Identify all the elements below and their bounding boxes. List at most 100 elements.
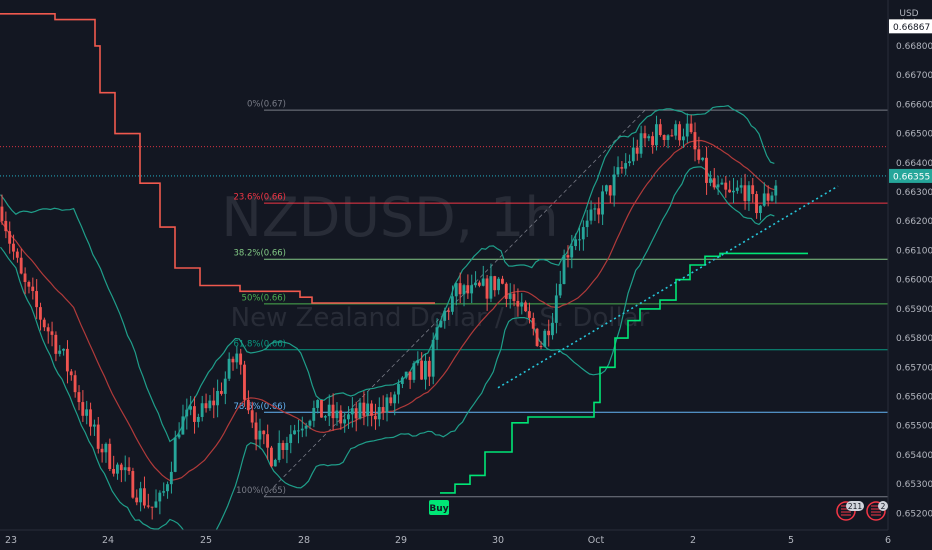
candle-body — [308, 420, 312, 426]
y-tick-label: 0.65700 — [896, 363, 932, 373]
candle-body — [466, 285, 470, 294]
candle-body — [92, 424, 96, 427]
fib-label: 0%(0.67) — [247, 100, 286, 110]
candle-body — [389, 397, 393, 404]
candle-body — [246, 399, 250, 411]
y-tick-label: 0.65200 — [896, 509, 932, 519]
candle-body — [439, 320, 443, 328]
candle-body — [81, 402, 85, 416]
support-trendline — [497, 185, 839, 389]
candle-body — [416, 360, 420, 364]
candle-body — [585, 220, 589, 228]
candle-body — [662, 135, 666, 140]
candle-body — [85, 409, 89, 416]
trailing-stop-bullish — [440, 252, 808, 494]
candle-body — [658, 124, 662, 136]
candle-body — [712, 178, 716, 188]
candle-body — [323, 416, 327, 418]
time-axis-bg — [0, 530, 932, 550]
candle-body — [354, 408, 358, 419]
candle-body — [189, 406, 192, 410]
candle-body — [196, 416, 200, 422]
candle-body — [227, 358, 231, 379]
event-count-label: 211 — [848, 502, 863, 511]
candle-body — [593, 208, 597, 210]
candle-body — [100, 448, 104, 453]
candle-body — [169, 471, 173, 485]
candle-body — [320, 400, 323, 418]
price-axis: USD 0.66800 0.66700 0.66600 0.66500 0.66400 0.… — [887, 0, 932, 550]
candle-body — [450, 296, 454, 312]
candle-body — [420, 360, 423, 380]
candles — [0, 113, 778, 520]
candle-body — [19, 257, 23, 274]
candle-body — [270, 447, 273, 467]
candle-body — [112, 468, 115, 474]
candle-body — [655, 124, 658, 146]
candle-body — [581, 227, 585, 240]
bollinger-lower — [0, 166, 775, 542]
candle-body — [162, 491, 166, 493]
candle-body — [631, 147, 635, 162]
buy-signal-label: Buy — [429, 504, 448, 514]
candle-body — [400, 377, 404, 384]
candle-body — [554, 295, 558, 323]
candle-body — [335, 410, 339, 419]
candle-body — [304, 425, 308, 429]
candle-body — [708, 178, 712, 183]
candle-body — [547, 330, 551, 336]
candle-body — [193, 406, 196, 422]
candle-body — [104, 443, 108, 453]
candle-body — [624, 163, 628, 169]
candle-body — [293, 430, 296, 435]
event-count-badge — [846, 501, 864, 511]
candle-body — [728, 189, 731, 193]
candle-body — [23, 273, 27, 282]
candle-body — [531, 317, 535, 329]
candle-body — [204, 403, 208, 409]
candle-body — [535, 328, 539, 346]
candle-body — [277, 442, 281, 460]
candle-body — [173, 437, 177, 472]
candle-body — [185, 409, 189, 417]
candle-body — [527, 311, 531, 318]
candle-body — [608, 185, 612, 196]
trailing-stop-bearish — [0, 13, 435, 304]
candle-body — [327, 404, 331, 417]
candle-body — [273, 459, 277, 467]
candle-body — [674, 124, 678, 136]
candle-body — [443, 310, 447, 321]
candle-body — [470, 285, 474, 294]
candle-body — [219, 390, 223, 394]
candle-body — [285, 442, 289, 450]
candle-body — [123, 467, 127, 471]
candle-body — [373, 415, 377, 420]
high-marker-badge — [889, 19, 932, 34]
candle-body — [385, 397, 389, 413]
candle-body — [108, 443, 112, 469]
candle-body — [139, 488, 142, 503]
candle-body — [551, 322, 554, 336]
candle-body — [89, 409, 92, 427]
high-marker-label: 0.66867 — [893, 23, 930, 33]
candle-body — [8, 231, 12, 244]
candle-body — [266, 434, 269, 448]
candle-body — [566, 255, 570, 258]
candle-body — [516, 300, 520, 307]
candle-body — [454, 283, 458, 297]
candle-body — [670, 135, 674, 137]
candle-body — [239, 353, 243, 365]
candle-body — [612, 174, 616, 196]
candle-body — [0, 206, 4, 221]
fib-label: 50%(0.66) — [242, 293, 286, 303]
candle-body — [146, 505, 150, 507]
candle-body — [620, 167, 624, 169]
y-tick-label: 0.65600 — [896, 393, 932, 403]
last-price-label: 0.66355 — [893, 172, 930, 182]
candle-body — [393, 394, 397, 404]
y-tick-label: 0.65300 — [896, 480, 932, 490]
fib-retracement: 0%(0.67) 23.6%(0.66) 38.2%(0.66) 50%(0.66) 6… — [233, 100, 888, 498]
candle-body — [716, 184, 720, 188]
